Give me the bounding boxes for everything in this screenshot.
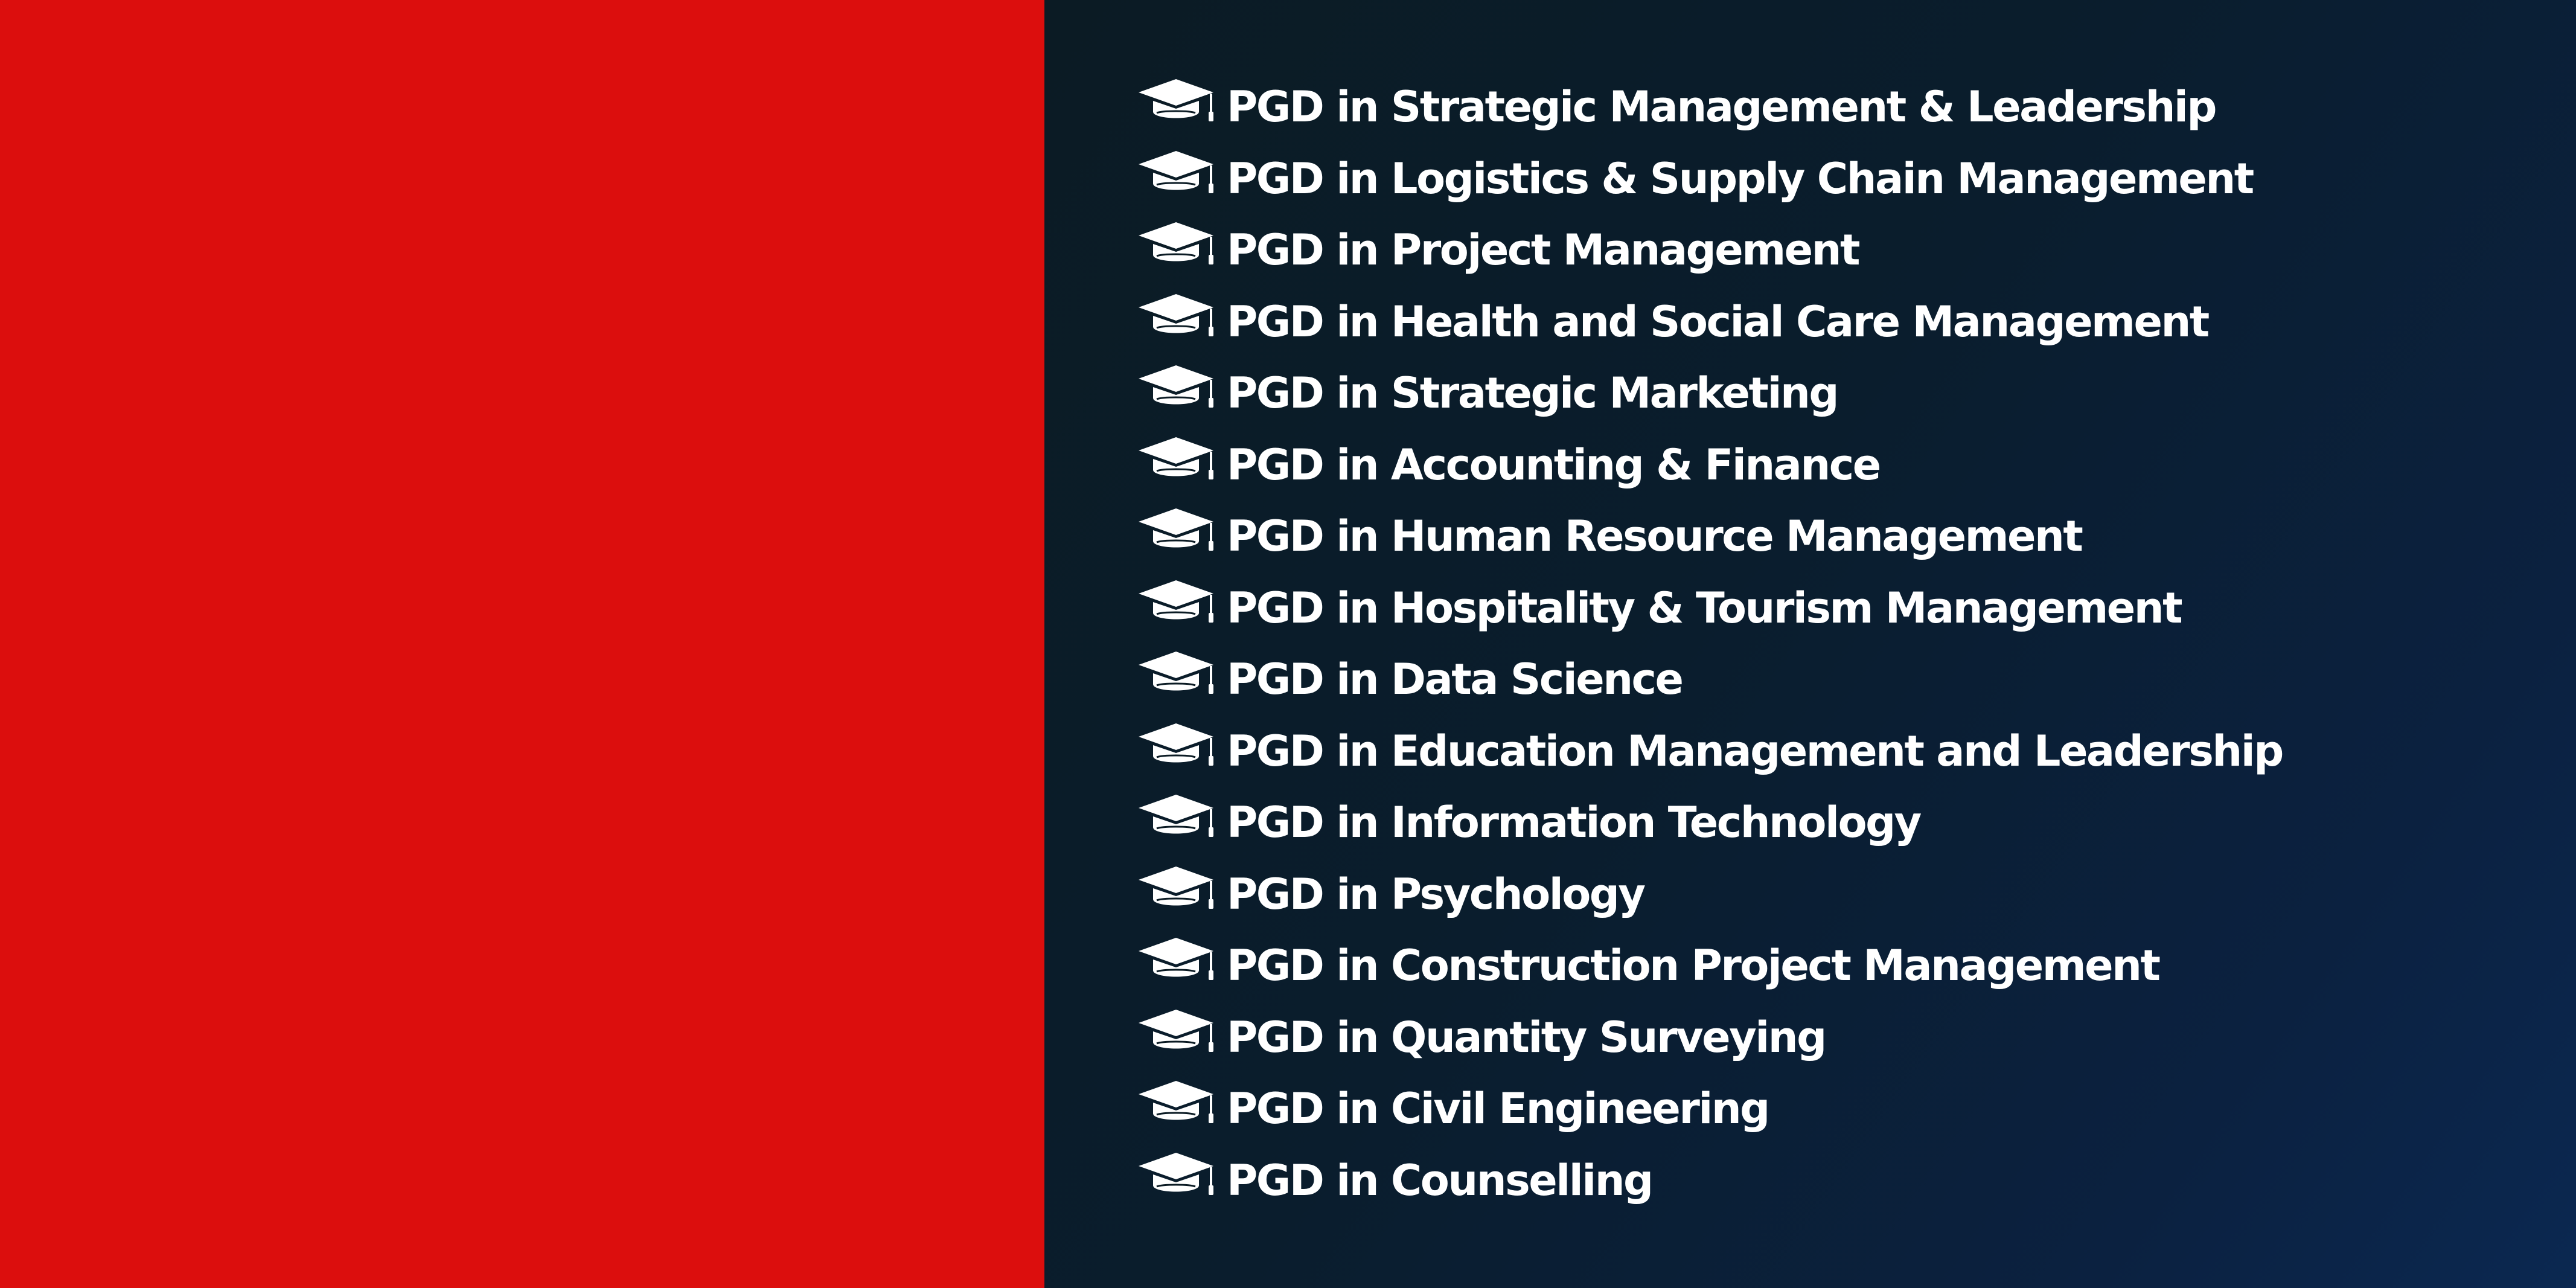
course-label: PGD in Civil Engineering: [1227, 1084, 1770, 1134]
course-label: PGD in Health and Social Care Management: [1227, 296, 2210, 347]
course-label: PGD in Human Resource Management: [1227, 511, 2083, 562]
course-label: PGD in Hospitality & Tourism Management: [1227, 583, 2183, 633]
graduation-cap-icon: [1135, 220, 1217, 272]
course-label: PGD in Education Management and Leadersh…: [1227, 726, 2284, 776]
course-label: PGD in Accounting & Finance: [1227, 440, 1881, 490]
list-item: PGD in Logistics & Supply Chain Manageme…: [1135, 143, 2283, 215]
list-item: PGD in Accounting & Finance: [1135, 429, 2283, 501]
graduation-cap-icon: [1135, 578, 1217, 630]
course-label: PGD in Strategic Marketing: [1227, 368, 1839, 418]
list-item: PGD in Data Science: [1135, 644, 2283, 716]
list-item: PGD in Strategic Management & Leadership: [1135, 71, 2283, 143]
list-item: PGD in Health and Social Care Management: [1135, 286, 2283, 358]
graduation-cap-icon: [1135, 1078, 1217, 1130]
list-item: PGD in Human Resource Management: [1135, 501, 2283, 572]
list-item: PGD in Education Management and Leadersh…: [1135, 716, 2284, 787]
graduation-cap-icon: [1135, 292, 1217, 344]
list-item: PGD in Civil Engineering: [1135, 1073, 2283, 1145]
course-label: PGD in Logistics & Supply Chain Manageme…: [1227, 153, 2254, 203]
graduation-cap-icon: [1135, 1007, 1217, 1059]
graduation-cap-icon: [1135, 649, 1217, 701]
list-item: PGD in Counselling: [1135, 1145, 2283, 1217]
list-item: PGD in Information Technology: [1135, 787, 2283, 859]
graduation-cap-icon: [1135, 435, 1217, 487]
course-label: PGD in Data Science: [1227, 655, 1684, 705]
list-item: PGD in Quantity Surveying: [1135, 1002, 2283, 1074]
course-label: PGD in Counselling: [1227, 1155, 1654, 1205]
list-item: PGD in Project Management: [1135, 214, 2283, 286]
graduation-cap-icon: [1135, 864, 1217, 916]
graduation-cap-icon: [1135, 149, 1217, 200]
graduation-cap-icon: [1135, 792, 1217, 844]
course-label: PGD in Information Technology: [1227, 798, 1922, 848]
list-item: PGD in Strategic Marketing: [1135, 357, 2283, 429]
red-panel: [0, 0, 1044, 1288]
graduation-cap-icon: [1135, 506, 1217, 558]
course-label: PGD in Quantity Surveying: [1227, 1012, 1827, 1062]
graduation-cap-icon: [1135, 721, 1217, 773]
course-label: PGD in Construction Project Management: [1227, 941, 2161, 991]
list-item: PGD in Psychology: [1135, 859, 2283, 931]
graduation-cap-icon: [1135, 1150, 1217, 1202]
course-label: PGD in Project Management: [1227, 225, 1860, 275]
list-item: PGD in Construction Project Management: [1135, 930, 2283, 1002]
graduation-cap-icon: [1135, 363, 1217, 415]
course-list: PGD in Strategic Management & Leadership…: [1135, 71, 2284, 1217]
graduation-cap-icon: [1135, 935, 1217, 987]
course-label: PGD in Strategic Management & Leadership: [1227, 82, 2217, 132]
course-panel: PGD in Strategic Management & Leadership…: [1044, 0, 2576, 1288]
course-label: PGD in Psychology: [1227, 869, 1646, 919]
graduation-cap-icon: [1135, 77, 1217, 129]
list-item: PGD in Hospitality & Tourism Management: [1135, 572, 2283, 644]
